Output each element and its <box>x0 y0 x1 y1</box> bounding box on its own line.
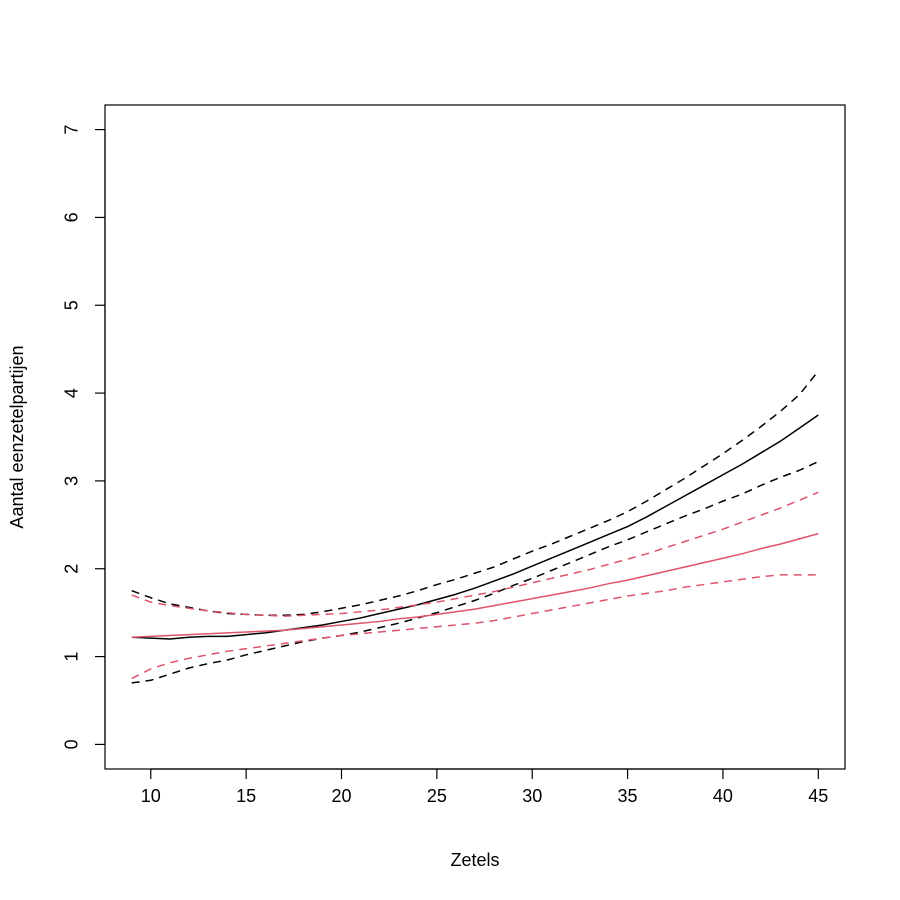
y-axis: 0 1 2 3 4 5 6 7 <box>61 125 106 749</box>
x-tick-label: 35 <box>618 786 638 806</box>
series-black-lower <box>131 460 819 684</box>
series-red-lower <box>131 574 819 680</box>
series-layer <box>131 370 819 684</box>
y-tick-label: 5 <box>61 300 81 310</box>
x-axis: 10 15 20 25 30 35 40 45 <box>141 768 828 806</box>
x-tick-label: 25 <box>427 786 447 806</box>
y-tick-label: 0 <box>61 739 81 749</box>
x-tick-label: 45 <box>808 786 828 806</box>
x-tick-label: 20 <box>331 786 351 806</box>
series-red-mean <box>131 532 819 638</box>
series-black-mean <box>131 414 819 640</box>
x-tick-label: 15 <box>236 786 256 806</box>
x-axis-title: Zetels <box>450 850 499 870</box>
y-tick-label: 6 <box>61 212 81 222</box>
y-tick-label: 4 <box>61 388 81 398</box>
x-tick-label: 10 <box>141 786 161 806</box>
y-tick-label: 1 <box>61 652 81 662</box>
y-tick-label: 3 <box>61 476 81 486</box>
y-tick-label: 7 <box>61 125 81 135</box>
y-tick-label: 2 <box>61 564 81 574</box>
x-tick-label: 30 <box>522 786 542 806</box>
y-axis-title: Aantal eenzetelpartijen <box>7 345 27 528</box>
series-red-upper <box>131 491 819 617</box>
x-tick-label: 40 <box>713 786 733 806</box>
